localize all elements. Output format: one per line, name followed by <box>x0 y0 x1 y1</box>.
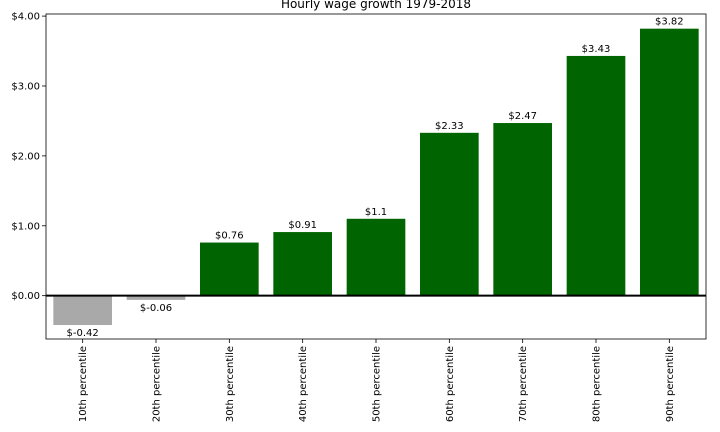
bar <box>566 55 626 296</box>
x-tick-label: 50th percentile <box>372 346 383 422</box>
y-tick-label: $0.00 <box>11 291 40 302</box>
bar-value-label: $-0.06 <box>140 303 172 314</box>
bar-value-label: $1.1 <box>365 207 387 218</box>
chart-title: Hourly wage growth 1979-2018 <box>281 0 471 11</box>
x-tick-label: 40th percentile <box>298 346 309 422</box>
bar-value-label: $2.47 <box>508 111 537 122</box>
bar-value-label: $-0.42 <box>67 328 99 339</box>
bar <box>346 218 406 296</box>
bar <box>200 242 259 296</box>
y-tick-label: $2.00 <box>11 151 40 162</box>
bar <box>273 232 332 296</box>
bar-value-label: $3.82 <box>655 17 684 28</box>
x-tick-label: 90th percentile <box>665 346 676 422</box>
y-tick-label: $1.00 <box>11 221 40 232</box>
x-tick-label: 20th percentile <box>152 346 163 422</box>
x-tick-label: 10th percentile <box>78 346 89 422</box>
bar-value-label: $2.33 <box>435 121 464 132</box>
bar <box>493 123 552 296</box>
bar <box>640 28 699 296</box>
x-tick-label: 30th percentile <box>225 346 236 422</box>
x-tick-label: 60th percentile <box>445 346 456 422</box>
bar-value-label: $0.76 <box>215 231 244 242</box>
bar <box>53 295 112 326</box>
x-tick-label: 70th percentile <box>518 346 529 422</box>
y-tick-label: $3.00 <box>11 81 40 92</box>
bar <box>420 132 479 296</box>
bar-value-label: $3.43 <box>582 44 611 55</box>
bar-value-label: $0.91 <box>288 220 317 231</box>
y-tick-label: $4.00 <box>11 12 40 23</box>
x-tick-label: 80th percentile <box>592 346 603 422</box>
bar <box>126 295 186 300</box>
plot-area: $0.00 $1.00 $2.00 $3.00 $4.00 $-0.42 10th perc… <box>11 12 707 422</box>
